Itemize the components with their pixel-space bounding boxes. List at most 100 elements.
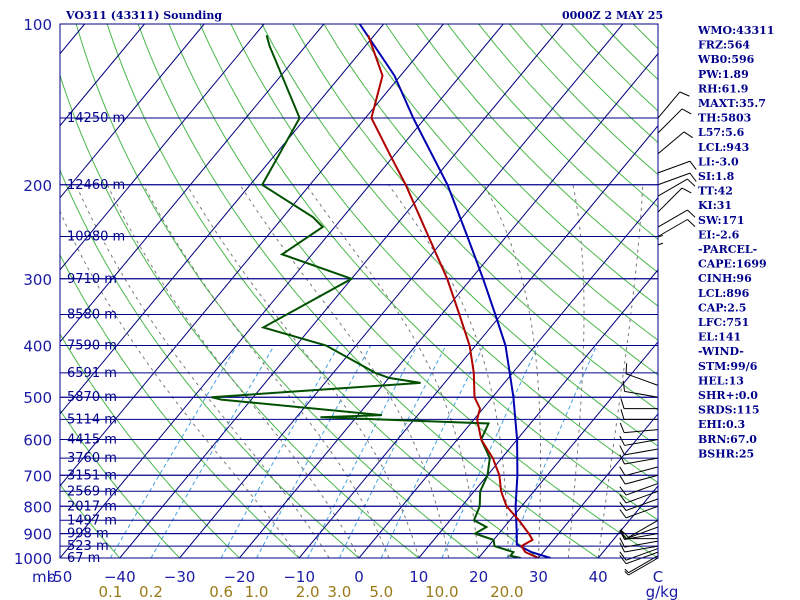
wind-barb [657, 108, 692, 134]
index-stat: SW:171 [698, 214, 745, 227]
height-label: 6591 m [67, 366, 117, 381]
moist-adiabat [388, 184, 509, 558]
wind-barb-flag [619, 445, 625, 456]
wind-barb-staff [624, 448, 659, 456]
temperature-tick-label: −10 [283, 568, 315, 586]
wind-barb-flag [619, 537, 625, 548]
pressure-tick-label: 100 [23, 16, 52, 34]
index-stat: L57:5.6 [698, 126, 745, 139]
index-stat: -PARCEL- [698, 243, 757, 256]
index-stat: LCL:896 [698, 287, 750, 300]
wind-barb [657, 219, 696, 237]
isotherm-line [119, 24, 564, 558]
index-stat: HEL:13 [698, 374, 744, 387]
height-label: 4415 m [67, 433, 117, 448]
index-stat: FRZ:564 [698, 39, 750, 52]
wind-barb-staff [624, 457, 659, 465]
wind-barb-flag [625, 363, 628, 374]
pressure-tick-label: 200 [23, 177, 52, 195]
wind-barb [619, 542, 659, 553]
wind-barb-staff [625, 482, 659, 496]
mixing-ratio-tick-label: 2.0 [296, 583, 320, 600]
wind-barb-staff [624, 390, 659, 398]
wind-barb-staff [624, 533, 659, 540]
wind-barb-staff [625, 490, 659, 504]
temperature-axis-unit: C [653, 568, 663, 586]
mixing-ratio-tick-label: 0.1 [98, 583, 122, 600]
wind-barb-flag [619, 501, 627, 511]
temperature-profile-line [367, 34, 539, 558]
wind-barb [620, 409, 658, 420]
height-label: 3760 m [67, 451, 117, 466]
wind-barb-flag [619, 551, 627, 561]
wind-barb [657, 160, 697, 174]
isotherm-line [60, 24, 504, 558]
wind-barb-flag [687, 178, 696, 187]
index-stat: EI:-2.6 [698, 228, 740, 241]
pressure-tick-label: 500 [23, 389, 52, 407]
wind-barb-flag [619, 466, 626, 476]
wind-barb-flag [689, 172, 697, 182]
wind-barb-staff [657, 219, 688, 237]
grid-layer [60, 24, 658, 558]
wind-barb [657, 209, 696, 228]
index-stat: LI:-3.0 [698, 155, 739, 168]
mixing-ratio-tick-label: 0.6 [209, 583, 233, 600]
wind-barb [624, 557, 659, 576]
mixing-ratio-unit: g/kg [646, 583, 679, 600]
temperature-tick-label: −20 [224, 568, 256, 586]
wind-barb [619, 490, 659, 504]
wind-barb [619, 435, 659, 446]
height-label: 998 m [67, 527, 109, 542]
pressure-tick-label: 400 [23, 338, 52, 356]
wind-barb-flag [681, 108, 692, 115]
wind-barb [622, 380, 659, 398]
pressure-axis-label: mb [32, 568, 56, 586]
wind-barb-staff [657, 160, 691, 174]
wind-barb [624, 555, 659, 574]
height-label: 1497 m [67, 513, 117, 528]
wind-barb-flag [619, 509, 627, 519]
height-label: 14250 m [67, 111, 125, 126]
wind-barb-flag [619, 422, 625, 433]
index-stat: CAP:2.5 [698, 301, 746, 314]
wind-barb [619, 537, 659, 548]
index-stat: SI:1.8 [698, 170, 735, 183]
wind-barb-staff [657, 178, 688, 197]
index-stat: CAPE:1699 [698, 258, 767, 271]
wind-barb [657, 187, 692, 213]
wind-barb-half-flag [624, 571, 629, 576]
index-stat: LCL:943 [698, 141, 749, 154]
isotherm-line [60, 24, 205, 199]
isotherm-line [179, 24, 624, 558]
wind-layer [619, 91, 697, 576]
wind-barb-flag [679, 91, 690, 97]
height-label: 523 m [67, 539, 109, 554]
wind-barb [619, 445, 659, 456]
wind-barb-staff [624, 545, 659, 553]
wind-barb-flag [619, 486, 627, 496]
wind-barb-staff [657, 131, 685, 155]
index-stat: WMO:43311 [697, 24, 774, 37]
index-stat: KI:31 [698, 199, 732, 212]
wind-barb [619, 482, 659, 496]
index-stat: SHR+:0.0 [698, 389, 758, 402]
wind-barb-flag [619, 454, 625, 465]
wind-barb-flag [619, 555, 627, 565]
index-stat: STM:99/6 [698, 360, 758, 373]
wind-barb [657, 131, 694, 155]
index-stat: EL:141 [698, 331, 741, 344]
wind-barb [657, 91, 690, 119]
wind-barb-staff [624, 439, 659, 446]
wind-barb-staff [657, 172, 691, 186]
wind-barb-flag [619, 474, 626, 485]
wind-barb-half-flag [624, 568, 629, 574]
wind-barb [625, 363, 659, 386]
isotherm-line [298, 124, 658, 558]
index-stat: BSHR:25 [698, 447, 754, 460]
pressure-tick-label: 300 [23, 271, 52, 289]
wind-barb-flag [619, 435, 625, 446]
